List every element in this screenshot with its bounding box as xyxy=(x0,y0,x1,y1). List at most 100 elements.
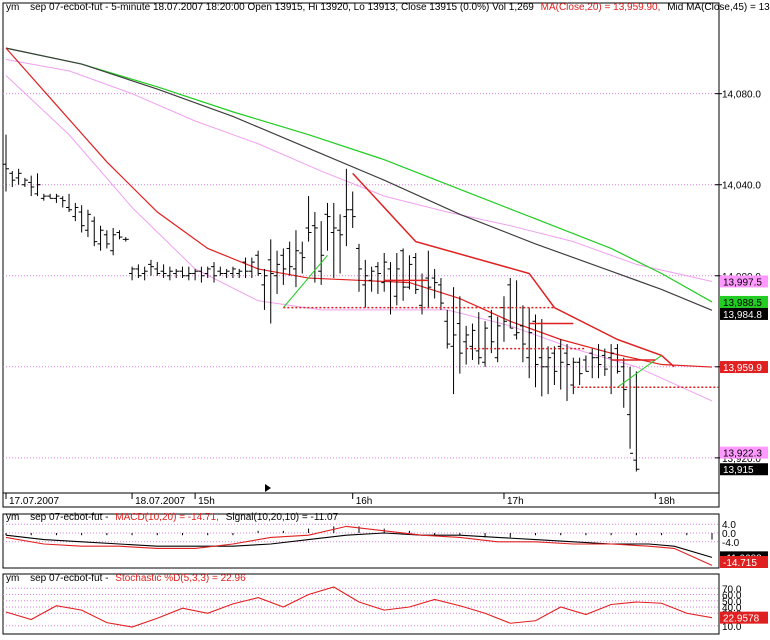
ohlc-bar xyxy=(456,296,463,374)
macd-prefix: sep 07-ecbot-fut - xyxy=(30,512,108,523)
stoch-series xyxy=(5,586,713,628)
last-value-tag-text: 13,915 xyxy=(723,465,754,476)
envelope-lower-line xyxy=(5,75,713,402)
ohlc-bar xyxy=(9,171,16,187)
ohlc-bar xyxy=(305,196,312,242)
ohlc-bar xyxy=(21,177,28,187)
ohlc-bar xyxy=(141,266,148,281)
ohlc-bar xyxy=(66,193,73,213)
ohlc-bar xyxy=(211,262,218,283)
macd-last-value-tag: -14.715 xyxy=(720,556,768,569)
ohlc-bar xyxy=(589,348,596,379)
macd-last-value-tags: -11.0688-14.715 xyxy=(720,551,768,569)
macd-line xyxy=(5,525,713,566)
stoch-last-value-tag: 22.9578 xyxy=(720,611,768,625)
ohlc-bar xyxy=(53,193,60,203)
last-value-tag-text: 13,988.5 xyxy=(723,298,762,309)
green-connector-line xyxy=(617,355,662,388)
ohlc-bar xyxy=(444,309,451,349)
price-last-value-tag: 13,915 xyxy=(720,463,768,476)
ohlc-bar xyxy=(59,196,66,208)
stoch-tick-label: 10.0 xyxy=(722,622,742,633)
last-value-tag-bg xyxy=(720,275,768,288)
price-tick-label: 14,040.0 xyxy=(722,181,761,192)
last-value-tag-text: 22.9578 xyxy=(723,614,760,625)
ohlc-bar xyxy=(374,262,381,294)
ohlc-bar xyxy=(582,355,589,372)
ohlc-bar xyxy=(526,307,533,379)
envelope-bands xyxy=(5,59,713,402)
ohlc-bar xyxy=(532,314,539,388)
ohlc-bar xyxy=(91,216,98,247)
ohlc-bar xyxy=(538,319,545,397)
scroll-marker-icon[interactable] xyxy=(265,484,271,492)
mid-ma45-line xyxy=(5,47,713,311)
ohlc-bar xyxy=(28,175,35,197)
ohlc-bar xyxy=(324,202,331,251)
ohlc-bar xyxy=(198,266,205,283)
last-value-tag-bg xyxy=(720,307,768,320)
price-panel-frame xyxy=(2,2,720,508)
ohlc-bar xyxy=(192,268,199,281)
ohlc-bar xyxy=(343,168,350,247)
last-value-tag-text: -14.715 xyxy=(723,558,757,569)
ohlc-bar xyxy=(185,266,192,281)
macd-series xyxy=(5,525,713,566)
ohlc-bar xyxy=(482,321,489,367)
ohlc-bar xyxy=(261,268,268,310)
price-tick-label: 13,920.0 xyxy=(722,454,761,465)
macd-tick-label: -4.0 xyxy=(722,538,740,549)
macd-grid xyxy=(3,523,719,543)
ohlc-bar xyxy=(15,168,22,185)
last-value-tag-bg xyxy=(720,295,768,308)
ohlc-bar xyxy=(381,253,388,292)
ohlc-bar xyxy=(551,346,558,386)
price-last-value-tags: 13,997.5 13,988.513,984.8 13,959.9 13,922.3… xyxy=(720,275,768,476)
ohlc-bar xyxy=(608,344,615,395)
x-tick-label: 15h xyxy=(198,496,215,507)
price-grid xyxy=(3,93,719,459)
ohlc-bar xyxy=(129,266,136,281)
ohlc-bar xyxy=(545,346,552,395)
ohlc-bar xyxy=(406,255,413,290)
ohlc-bar xyxy=(274,250,281,294)
ohlc-bar xyxy=(337,214,344,274)
mid-ma45-legend: Mid MA(Close,45) = 13,984.82, xyxy=(667,2,770,13)
green-ma-line xyxy=(5,47,713,303)
ohlc-bar xyxy=(110,227,117,256)
ohlc-bar xyxy=(601,348,608,376)
ohlc-bar xyxy=(450,287,457,395)
ohlc-bar xyxy=(362,259,369,308)
ohlc-bar xyxy=(280,248,287,285)
ohlc-bar xyxy=(330,202,337,279)
price-last-value-tag: 13,997.5 xyxy=(720,275,768,288)
ohlc-bar xyxy=(437,278,444,310)
ohlc-bar xyxy=(627,366,634,454)
ohlc-bar xyxy=(633,371,640,472)
x-tick-label: 17h xyxy=(507,496,524,507)
stoch-prefix: sep 07-ecbot-fut - xyxy=(30,573,108,584)
macd-panel-frame xyxy=(2,513,720,569)
ohlc-bar xyxy=(160,264,167,279)
last-value-tag-bg xyxy=(720,446,768,459)
signal-legend: Signal(10,20,10) = -11.07 xyxy=(226,512,339,523)
ohlc-bar xyxy=(179,266,186,279)
x-tick-label: 18.07.2007 xyxy=(135,496,185,507)
envelope-upper-line xyxy=(5,59,713,282)
stoch-tick-label: 60.0 xyxy=(722,591,742,602)
ohlc-bar xyxy=(425,250,432,308)
stoch-tick-label: 70.0 xyxy=(722,584,742,595)
last-value-tag-bg xyxy=(720,463,768,476)
ohlc-bar xyxy=(292,230,299,288)
ohlc-bar xyxy=(557,339,564,390)
ohlc-bar xyxy=(614,344,621,374)
price-last-value-tag: 13,988.5 xyxy=(720,295,768,309)
ohlc-bar xyxy=(393,253,400,306)
ohlc-bar xyxy=(400,248,407,301)
ohlc-bar xyxy=(255,250,262,276)
ohlc-bar xyxy=(469,323,476,360)
time-x-axis: 17.07.2007 18.07.2007 15h 16h 17h 18h xyxy=(3,492,719,507)
main-header: ym sep 07-ecbot-fut - 5-minute 18.07.200… xyxy=(6,2,770,13)
ohlc-bar xyxy=(519,305,526,363)
ohlc-bar xyxy=(368,266,375,292)
